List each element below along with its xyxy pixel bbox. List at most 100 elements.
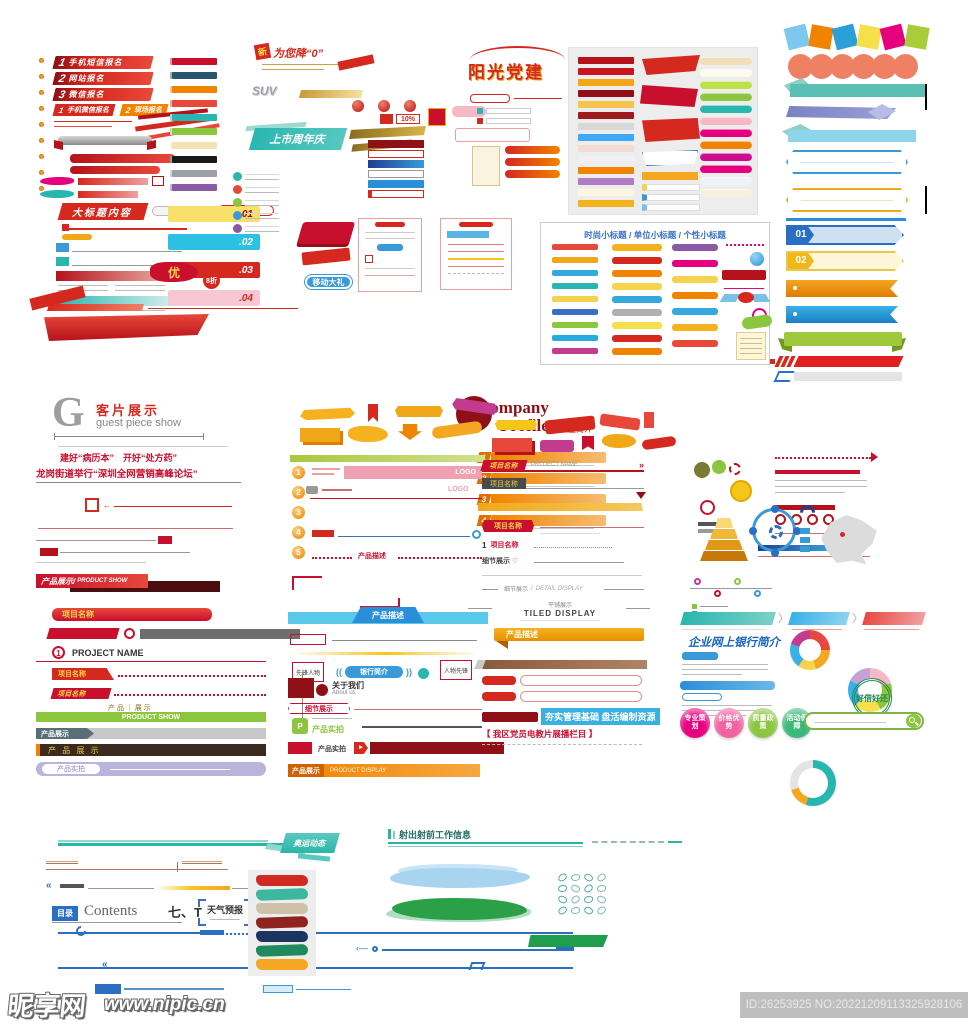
dot-row [788,54,918,79]
leaf-icon [556,905,569,916]
paint-stroke [256,875,308,886]
teal-underline-light [388,846,583,847]
teal-section-bar [56,296,176,306]
contents-text: Contents [84,903,137,920]
round-icon [729,463,741,475]
corner [198,918,206,926]
mini-title-bar [552,296,598,302]
percent-tag: 10% [396,114,420,124]
mini-title-bar [552,348,598,354]
line [52,922,182,923]
banner-label: 网站报名 [68,74,107,83]
note-text: 【 我区党员电教片展播栏目 】 [482,729,598,739]
g-text: G [52,390,85,436]
ribbon-bar [578,112,634,119]
green-bar-caption: 产 品 ｜ 展 示 [108,703,151,713]
pin [754,590,761,597]
green-ribbon [784,332,902,346]
ribbon [644,412,654,428]
text-line [682,664,768,665]
mini-title-bar [672,340,718,347]
beige-note [472,146,500,186]
slogan1: 建好“病历本” 开好“处方药” [60,451,177,464]
strip-number-wrap: .03 [239,265,253,276]
purple-product-bar: 产品实拍 [36,762,266,776]
white-dot [793,312,797,316]
ribbon-bar [578,101,634,108]
about-en-text: About us [332,690,356,696]
green-bar [290,455,485,462]
red-strip [46,304,145,311]
toc-text: 目录 [57,909,73,918]
text-line [775,486,867,487]
outline-pill [520,691,642,702]
ribbon-bar [578,68,634,75]
blue-flag-ribbon [786,306,898,323]
strip-number: .03 [239,264,253,276]
origami-ribbon [642,118,700,142]
circle-ornament [372,946,378,952]
line [60,552,190,553]
paint-stroke [255,944,309,957]
ribbon-bar [578,178,634,185]
outline-pill [682,693,722,701]
pyramid-tier [710,529,738,539]
banner-number: 1 [57,56,67,69]
ribbon-bar [700,69,752,77]
ln [700,606,728,607]
ring-icon [124,628,135,639]
badge-label: 价格优势 [718,714,740,730]
guillemet-left: « [46,880,52,891]
slogan2: 龙岗街道举行“深圳全网营销高峰论坛” [36,466,198,480]
donut-chart [790,630,830,670]
orange-flag-ribbon [786,280,898,297]
pinyin-line [210,919,240,920]
project-name-banner: 项目名称 [52,608,212,621]
red-line [54,126,112,127]
ribbon-bar [642,204,700,211]
leaf-icon [582,871,595,884]
divider-tick [203,433,204,440]
divider-step [200,930,224,935]
divider-tick [54,433,55,440]
num-circle: 1 [52,646,65,659]
tiny-bar [698,522,720,526]
mini-strip [170,100,217,107]
list-bar [368,170,424,178]
tick [477,118,483,124]
divider-step [556,946,574,951]
desc-text: 产品描述 [506,630,538,639]
leaf-icon [569,894,582,905]
badge-text-lines [245,199,279,206]
list-bar [368,180,424,188]
guillemet-ornament: « [102,959,108,970]
badge-text-lines [245,173,279,180]
gift-text: 移动大礼 [312,277,345,287]
blue-sphere-icon [750,252,764,266]
num: 1 [482,540,487,550]
discount-text: 8折 [206,277,217,285]
project-header2: 项目名称 [482,478,644,489]
work-info-title: 射出射前工作信息 [399,828,471,841]
banner-number: 01 [788,227,814,243]
line [36,540,156,541]
orange-rule-bar [478,503,643,511]
gray-product-bar: 产品展示 [36,728,266,739]
timeline [690,588,772,589]
w1-text: 七、T [168,905,202,920]
gold-dot [39,138,44,143]
ps-en: PRODUCT SHOW [77,578,128,584]
numbered-circle: 2 [292,486,305,499]
red-line [354,709,482,710]
dotted-arrow [775,457,871,459]
teal-ribbon [790,84,925,97]
streamer [297,853,331,862]
numbered-banner-02: 02 [786,251,904,271]
form-line [448,251,504,252]
numbered-circle: 3 [292,506,305,519]
mini-title-bar [552,309,598,315]
round-badge-column [233,172,279,237]
shot2-text: 产品实拍 [318,746,346,753]
search-lens [909,717,915,723]
ribbon-bar [700,177,752,185]
